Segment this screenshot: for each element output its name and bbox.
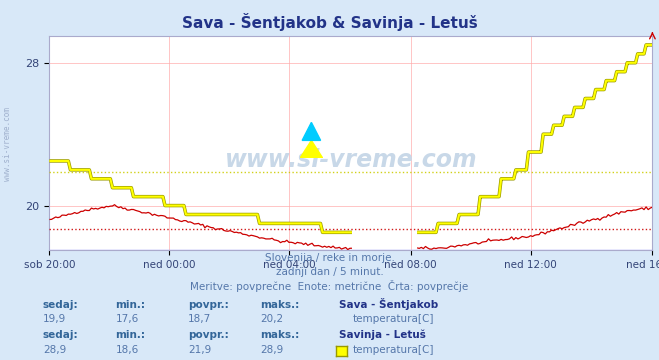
Text: sedaj:: sedaj: [43,330,78,341]
Text: www.si-vreme.com: www.si-vreme.com [225,148,477,172]
Text: temperatura[C]: temperatura[C] [353,345,434,355]
Polygon shape [300,140,323,158]
Text: Slovenija / reke in morje.: Slovenija / reke in morje. [264,253,395,263]
Text: 18,7: 18,7 [188,314,211,324]
Text: povpr.:: povpr.: [188,330,229,341]
Text: min.:: min.: [115,300,146,310]
Text: 20,2: 20,2 [260,314,283,324]
Polygon shape [302,122,320,140]
Text: maks.:: maks.: [260,300,300,310]
Text: 19,9: 19,9 [43,314,66,324]
Text: Sava - Šentjakob: Sava - Šentjakob [339,298,439,310]
Text: zadnji dan / 5 minut.: zadnji dan / 5 minut. [275,267,384,278]
Text: temperatura[C]: temperatura[C] [353,314,434,324]
Text: www.si-vreme.com: www.si-vreme.com [3,107,13,181]
Text: 17,6: 17,6 [115,314,138,324]
Text: 28,9: 28,9 [43,345,66,355]
Text: Savinja - Letuš: Savinja - Letuš [339,330,426,341]
Text: povpr.:: povpr.: [188,300,229,310]
Text: 21,9: 21,9 [188,345,211,355]
Text: sedaj:: sedaj: [43,300,78,310]
Text: 28,9: 28,9 [260,345,283,355]
Text: min.:: min.: [115,330,146,341]
Text: maks.:: maks.: [260,330,300,341]
Text: 18,6: 18,6 [115,345,138,355]
Text: Sava - Šentjakob & Savinja - Letuš: Sava - Šentjakob & Savinja - Letuš [182,13,477,31]
Text: Meritve: povprečne  Enote: metrične  Črta: povprečje: Meritve: povprečne Enote: metrične Črta:… [190,280,469,292]
